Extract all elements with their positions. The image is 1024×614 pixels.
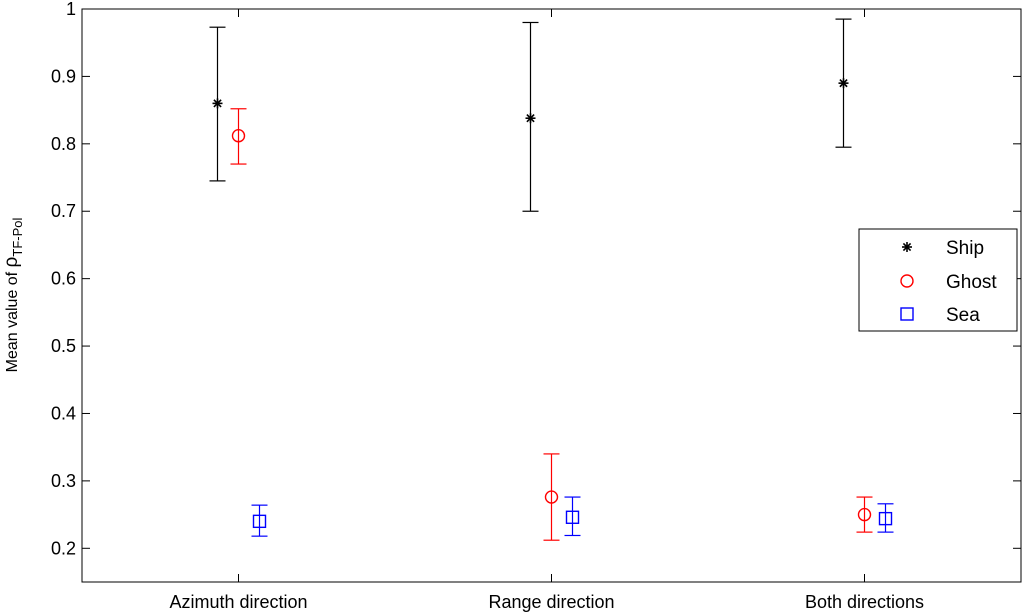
- data-point-sea: [252, 514, 267, 529]
- y-axis-label: Mean value of ρTF-Pol: [1, 218, 25, 373]
- errorbar-sea: [877, 503, 894, 533]
- y-tick-label: 0.3: [51, 471, 76, 491]
- y-tick-label: 0.7: [51, 201, 76, 221]
- data-point-ship: [525, 113, 536, 124]
- legend-box: [858, 228, 1018, 332]
- legend-marker-sea: [900, 307, 914, 321]
- errorbar-sea: [564, 496, 581, 537]
- legend-label-sea: Sea: [946, 305, 980, 326]
- x-tick-label: Both directions: [805, 592, 924, 612]
- legend-label-ship: Ship: [946, 238, 984, 259]
- y-tick-label: 0.4: [51, 403, 76, 423]
- errorbar-sea: [251, 504, 268, 537]
- y-axis-label-symbol: ρ: [1, 256, 22, 267]
- errorbar-ghost: [230, 108, 247, 165]
- legend: Ship Ghost Sea: [858, 228, 1018, 332]
- data-point-ship: [838, 78, 849, 89]
- errorbar-ghost: [856, 496, 873, 533]
- data-point-ghost: [857, 507, 872, 522]
- legend-marker-ship: [902, 242, 912, 252]
- axis-ticks: 0.2 0.3 0.4 0.5 0.6 0.7 0.8 0.9 1 Azimuth directi…: [51, 0, 1021, 612]
- y-tick-label: 1: [66, 0, 76, 19]
- y-axis-label-prefix: Mean value of: [4, 267, 21, 372]
- y-tick-label: 0.8: [51, 134, 76, 154]
- legend-marker-ghost: [900, 274, 914, 288]
- data-point-sea: [565, 510, 580, 524]
- y-tick-label: 0.9: [51, 66, 76, 86]
- legend-label-ghost: Ghost: [946, 272, 997, 293]
- x-tick-label: Azimuth direction: [169, 592, 307, 612]
- y-tick-label: 0.6: [51, 269, 76, 289]
- data-marks: [209, 18, 894, 541]
- y-tick-label: 0.5: [51, 336, 76, 356]
- errorbar-ghost: [543, 453, 560, 541]
- data-point-ghost: [544, 490, 559, 504]
- data-point-ship: [212, 98, 223, 109]
- data-point-ghost: [231, 129, 246, 143]
- y-axis-label-subscript: TF-Pol: [10, 218, 25, 257]
- x-tick-label: Range direction: [488, 592, 614, 612]
- data-point-sea: [878, 511, 893, 526]
- y-tick-label: 0.2: [51, 538, 76, 558]
- legend-markers: [900, 242, 914, 321]
